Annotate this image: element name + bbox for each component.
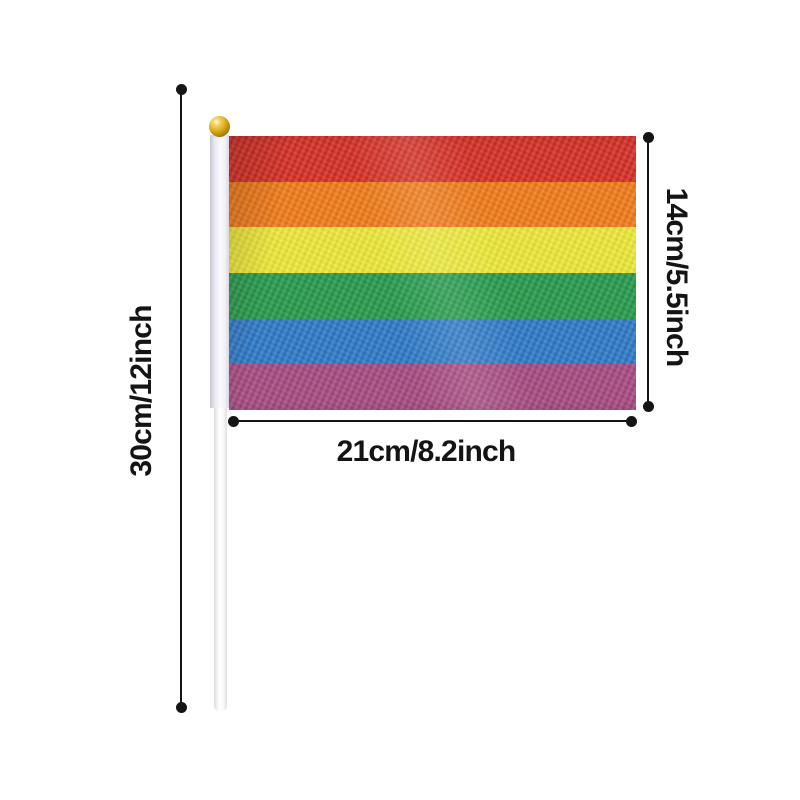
flag-stripe-purple bbox=[229, 364, 636, 411]
pole-height-dimension-line bbox=[175, 83, 187, 713]
flag-stripe-orange bbox=[229, 181, 636, 228]
flag-stripe-blue bbox=[229, 318, 636, 365]
flag-height-dimension-line bbox=[642, 131, 654, 412]
flag-pole-sleeve bbox=[210, 135, 229, 408]
flag-width-label: 21cm/8.2inch bbox=[336, 435, 517, 468]
flag-pole bbox=[214, 408, 227, 711]
dimension-endpoint-dot bbox=[642, 400, 654, 412]
pole-height-label: 30cm/12inch bbox=[125, 305, 158, 477]
flag-width-dimension-line bbox=[227, 415, 637, 427]
dimension-endpoint-dot bbox=[175, 701, 187, 713]
flag-stripe-green bbox=[229, 273, 636, 319]
dimension-endpoint-dot bbox=[642, 131, 654, 143]
dimension-endpoint-dot bbox=[227, 415, 239, 427]
rainbow-pride-flag bbox=[229, 136, 636, 411]
dimension-endpoint-dot bbox=[625, 415, 637, 427]
flag-stripe-red bbox=[229, 136, 636, 182]
dimension-endpoint-dot bbox=[175, 83, 187, 95]
flag-stripe-yellow bbox=[229, 227, 636, 274]
gold-finial-ball-icon bbox=[209, 116, 230, 137]
flag-height-label: 14cm/5.5inch bbox=[660, 187, 693, 367]
